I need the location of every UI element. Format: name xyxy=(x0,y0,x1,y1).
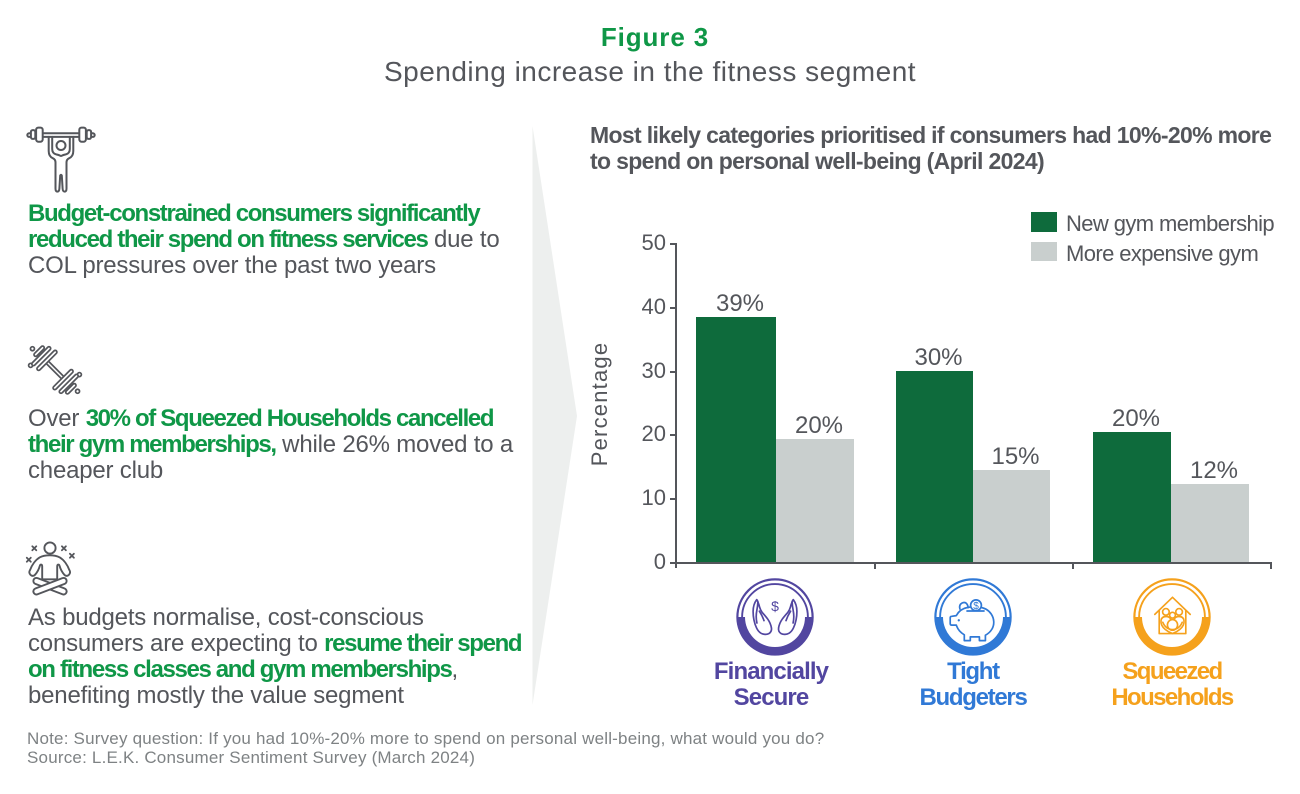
svg-text:$: $ xyxy=(973,601,979,612)
svg-text:$: $ xyxy=(771,598,779,614)
